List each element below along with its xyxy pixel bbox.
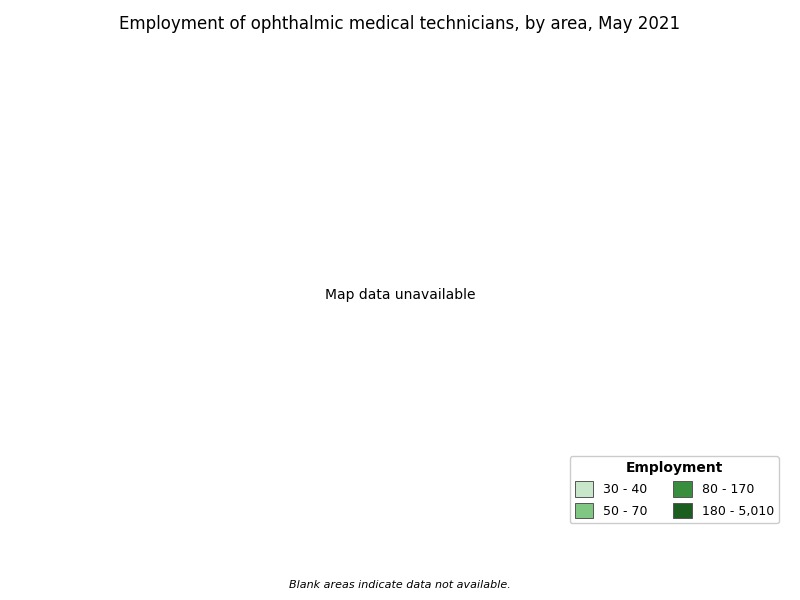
Text: Blank areas indicate data not available.: Blank areas indicate data not available.: [289, 580, 511, 590]
Title: Employment of ophthalmic medical technicians, by area, May 2021: Employment of ophthalmic medical technic…: [119, 15, 681, 33]
Legend: 30 - 40, 50 - 70, 80 - 170, 180 - 5,010: 30 - 40, 50 - 70, 80 - 170, 180 - 5,010: [570, 456, 778, 523]
Text: Map data unavailable: Map data unavailable: [325, 288, 475, 302]
